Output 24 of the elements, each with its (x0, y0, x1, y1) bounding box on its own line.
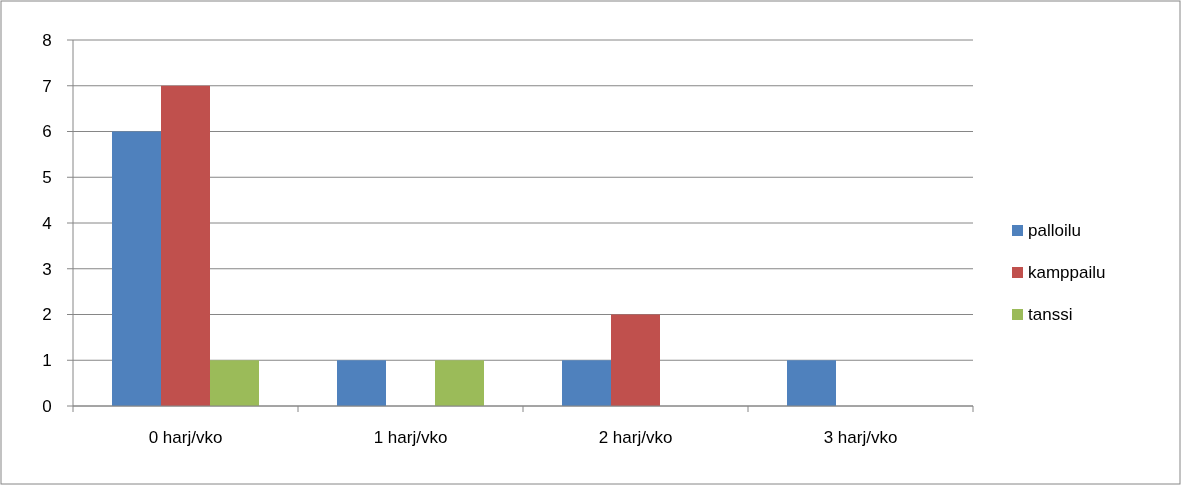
bar (210, 360, 259, 406)
legend-label: kamppailu (1028, 262, 1106, 282)
legend-label: tanssi (1028, 304, 1073, 324)
x-tick-label: 3 harj/vko (823, 428, 898, 447)
y-tick-label: 2 (42, 305, 52, 325)
y-tick-label: 1 (42, 351, 52, 371)
y-tick-label: 6 (42, 122, 52, 142)
bar (337, 360, 386, 406)
x-tick-label: 0 harj/vko (148, 428, 223, 447)
y-tick-label: 7 (42, 76, 52, 96)
bar (112, 131, 161, 406)
x-tick-label: 2 harj/vko (598, 428, 673, 447)
y-tick-label: 5 (42, 168, 52, 188)
bar (611, 314, 660, 406)
bar (161, 85, 210, 406)
y-tick-label: 0 (42, 396, 52, 416)
y-tick-label: 4 (42, 213, 52, 233)
y-tick-label: 8 (42, 30, 52, 50)
x-tick-label: 1 harj/vko (373, 428, 448, 447)
y-tick-label: 3 (42, 259, 52, 279)
bar (787, 360, 836, 406)
bar (435, 360, 484, 406)
legend-label: palloilu (1028, 220, 1081, 240)
bar (562, 360, 611, 406)
